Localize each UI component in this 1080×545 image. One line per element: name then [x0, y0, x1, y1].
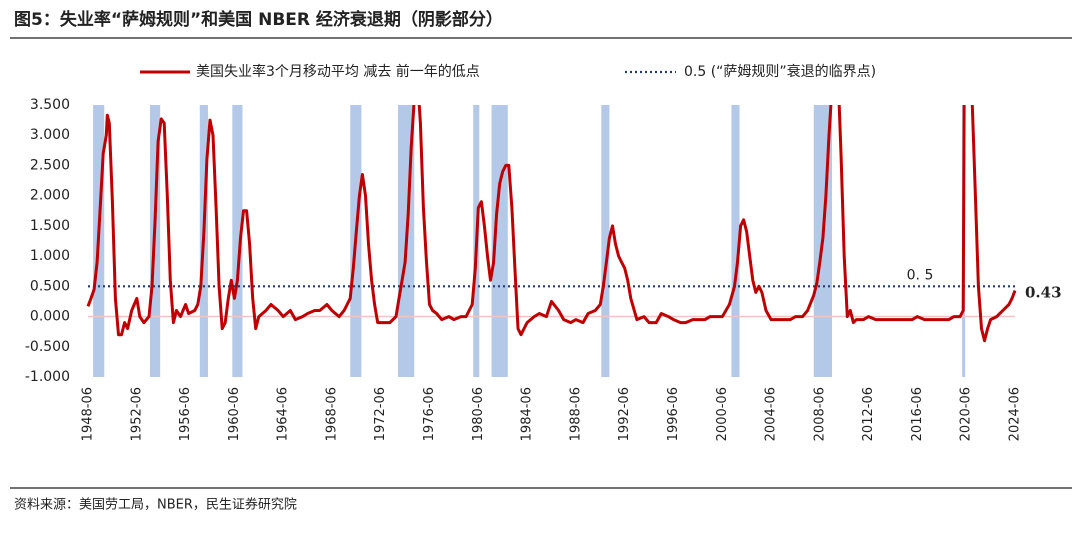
series-line: [86, 105, 1017, 343]
y-tick-label: 2.500: [30, 157, 70, 173]
x-tick-label: 2020-06: [959, 387, 974, 441]
recession-band: [232, 105, 243, 377]
plot: [86, 105, 1017, 343]
x-tick-label: 2004-06: [764, 387, 779, 441]
x-tick-label: 1964-06: [276, 387, 291, 441]
y-tick-label: 3.000: [30, 127, 70, 143]
x-tick-label: 1988-06: [568, 387, 583, 441]
x-tick-label: 2016-06: [910, 387, 925, 441]
end-value-label: 0.43: [1025, 284, 1062, 302]
recession-bands: [93, 105, 966, 377]
x-tick-label: 1996-06: [666, 387, 681, 441]
x-tick-label: 2012-06: [861, 387, 876, 441]
x-tick-label: 1968-06: [324, 387, 339, 441]
y-tick-label: 2.000: [30, 188, 70, 204]
x-tick-label: 1960-06: [227, 387, 242, 441]
x-tick-label: 1972-06: [373, 387, 388, 441]
y-tick-label: 3.500: [30, 97, 70, 113]
x-tick-label: 2000-06: [715, 387, 730, 441]
y-tick-label: 1.000: [30, 248, 70, 264]
y-tick-label: -1.000: [25, 369, 70, 385]
reference-label: 0. 5: [907, 267, 934, 283]
legend-label: 美国失业率3个月移动平均 减去 前一年的低点: [196, 63, 480, 80]
recession-band: [731, 105, 740, 377]
chart-title: 图5：失业率“萨姆规则”和美国 NBER 经济衰退期（阴影部分）: [14, 9, 503, 30]
x-tick-label: 1992-06: [617, 387, 632, 441]
x-tick-label: 1952-06: [129, 387, 144, 441]
x-tick-label: 1980-06: [471, 387, 486, 441]
y-tick-label: -0.500: [25, 339, 70, 355]
y-tick-label: 1.500: [30, 218, 70, 234]
y-tick-label: 0.500: [30, 278, 70, 294]
x-tick-label: 1956-06: [178, 387, 193, 441]
y-tick-label: 0.000: [30, 309, 70, 325]
x-tick-label: 1976-06: [422, 387, 437, 441]
source: 资料来源：美国劳工局，NBER，民生证券研究院: [14, 497, 297, 513]
x-tick-label: 1948-06: [81, 387, 96, 441]
x-tick-label: 2008-06: [812, 387, 827, 441]
legend-label: 0.5 (“萨姆规则”衰退的临界点): [684, 63, 876, 80]
x-tick-label: 1984-06: [520, 387, 535, 441]
x-tick-label: 2024-06: [1008, 387, 1023, 441]
recession-band: [601, 105, 610, 377]
